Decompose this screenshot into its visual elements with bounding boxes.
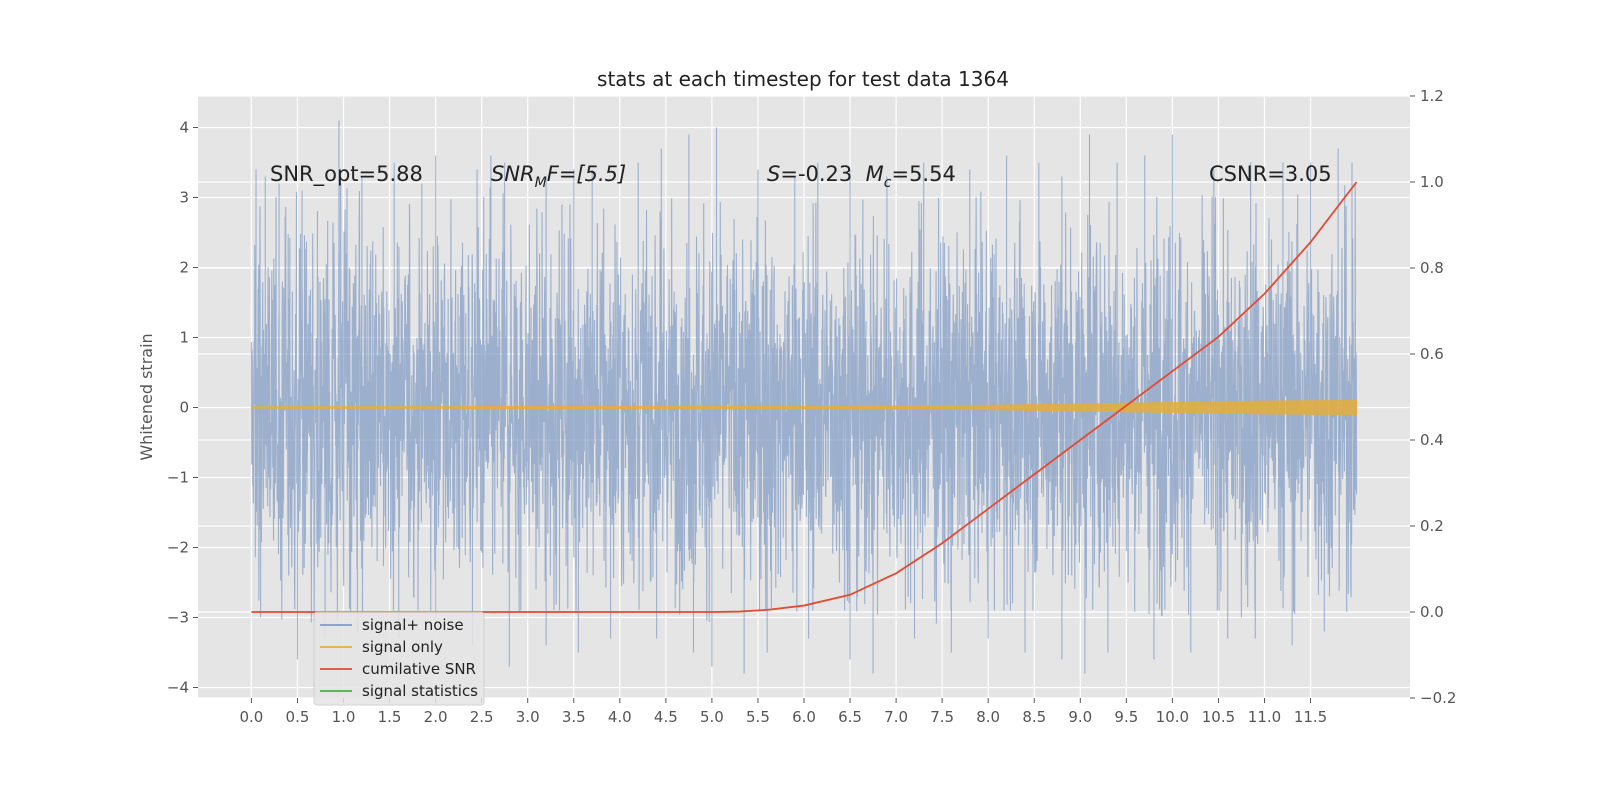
legend-label-signal-statistics: signal statistics (362, 682, 478, 700)
legend-item-signal-only: signal only (320, 638, 443, 656)
y2-tick-label: −0.2 (1420, 689, 1456, 707)
annotation-m-val: =5.54 (891, 162, 955, 186)
signal-only-band (250, 399, 1358, 416)
annotation-csnr: CSNR=3.05 (1209, 162, 1332, 186)
x-tick-label: 1.0 (332, 708, 356, 726)
x-tick-label: 5.0 (700, 708, 724, 726)
y-axis-ticks: 4 3 2 1 0 −1 −2 −3 −4 (167, 119, 198, 697)
y-tick-label: 4 (179, 119, 189, 137)
x-tick-label: 11.5 (1294, 708, 1327, 726)
x-tick-label: 10.5 (1202, 708, 1235, 726)
x-tick-label: 11.0 (1248, 708, 1281, 726)
x-tick-label: 5.5 (746, 708, 770, 726)
signal-only-series (250, 399, 1358, 416)
x-axis-ticks: 0.0 0.5 1.0 1.5 2.0 2.5 3.0 3.5 4.0 4.5 5.0 5.5 6.0 6… (239, 698, 1327, 726)
y-tick-label: −4 (167, 679, 189, 697)
x-tick-label: 7.5 (930, 708, 954, 726)
legend-box (313, 611, 485, 706)
chart-title: stats at each timestep for test data 136… (597, 67, 1009, 91)
cumulative-snr-series (251, 181, 1358, 613)
legend: signal+ noise signal only cumilative SNR… (313, 611, 485, 706)
x-tick-label: 2.0 (424, 708, 448, 726)
y-tick-label: −3 (167, 609, 189, 627)
y2-axis-ticks: 1.2 1.0 0.8 0.6 0.4 0.2 0.0 −0.2 (1410, 87, 1456, 707)
y2-tick-label: 1.0 (1420, 173, 1444, 191)
x-tick-label: 3.5 (562, 708, 586, 726)
x-tick-label: 10.0 (1156, 708, 1189, 726)
y-tick-label: 1 (179, 329, 189, 347)
y2-tick-label: 0.6 (1420, 345, 1444, 363)
x-tick-label: 9.5 (1114, 708, 1138, 726)
annotation-snr-opt: SNR_opt=5.88 (270, 162, 423, 187)
y-tick-label: −1 (167, 469, 189, 487)
annotation-s-var: S (767, 162, 780, 186)
y2-tick-label: 1.2 (1420, 87, 1444, 105)
x-tick-label: 2.5 (470, 708, 494, 726)
x-tick-label: 4.0 (608, 708, 632, 726)
legend-label-cumulative-snr: cumilative SNR (362, 660, 476, 678)
x-tick-label: 8.0 (976, 708, 1000, 726)
x-tick-label: 7.0 (884, 708, 908, 726)
y-axis-label: Whitened strain (137, 333, 156, 460)
legend-label-signal-noise: signal+ noise (362, 616, 464, 634)
y-tick-label: 3 (179, 189, 189, 207)
annotation-s-val: =-0.23 (780, 162, 865, 186)
x-tick-label: 0.0 (239, 708, 263, 726)
x-tick-label: 6.0 (792, 708, 816, 726)
signal-noise-line (250, 120, 1358, 674)
y2-tick-label: 0.4 (1420, 431, 1444, 449)
legend-item-cumulative-snr: cumilative SNR (320, 660, 476, 678)
annotation-s-mc: S=-0.23 Mc=5.54 (767, 162, 956, 191)
annotation-m-var: M (866, 162, 884, 186)
annotations: SNR_opt=5.88 SNRMF=[5.5] S=-0.23 Mc=5.54… (270, 162, 1332, 191)
annotation-m-sub: c (884, 175, 892, 191)
x-tick-label: 8.5 (1022, 708, 1046, 726)
y-tick-label: 0 (179, 399, 189, 417)
x-tick-label: 4.5 (654, 708, 678, 726)
x-tick-label: 9.0 (1068, 708, 1092, 726)
annotation-snr-mf-main: SNR (491, 162, 535, 186)
x-tick-label: 6.5 (838, 708, 862, 726)
legend-item-signal-noise: signal+ noise (320, 616, 464, 634)
legend-label-signal-only: signal only (362, 638, 443, 656)
y2-tick-label: 0.2 (1420, 517, 1444, 535)
signal-noise-series (250, 120, 1358, 674)
y-tick-label: −2 (167, 539, 189, 557)
annotation-snr-mf-sub: M (535, 175, 547, 191)
x-tick-label: 1.5 (378, 708, 402, 726)
y2-tick-label: 0.0 (1420, 603, 1444, 621)
y2-tick-label: 0.8 (1420, 259, 1444, 277)
annotation-snr-mf: SNRMF=[5.5] (491, 162, 626, 191)
cumulative-snr-line (251, 181, 1358, 613)
x-tick-label: 3.0 (516, 708, 540, 726)
annotation-snr-mf-tail: F=[5.5] (547, 162, 626, 186)
x-tick-label: 0.5 (286, 708, 310, 726)
legend-item-signal-statistics: signal statistics (320, 682, 478, 700)
y-tick-label: 2 (179, 259, 189, 277)
